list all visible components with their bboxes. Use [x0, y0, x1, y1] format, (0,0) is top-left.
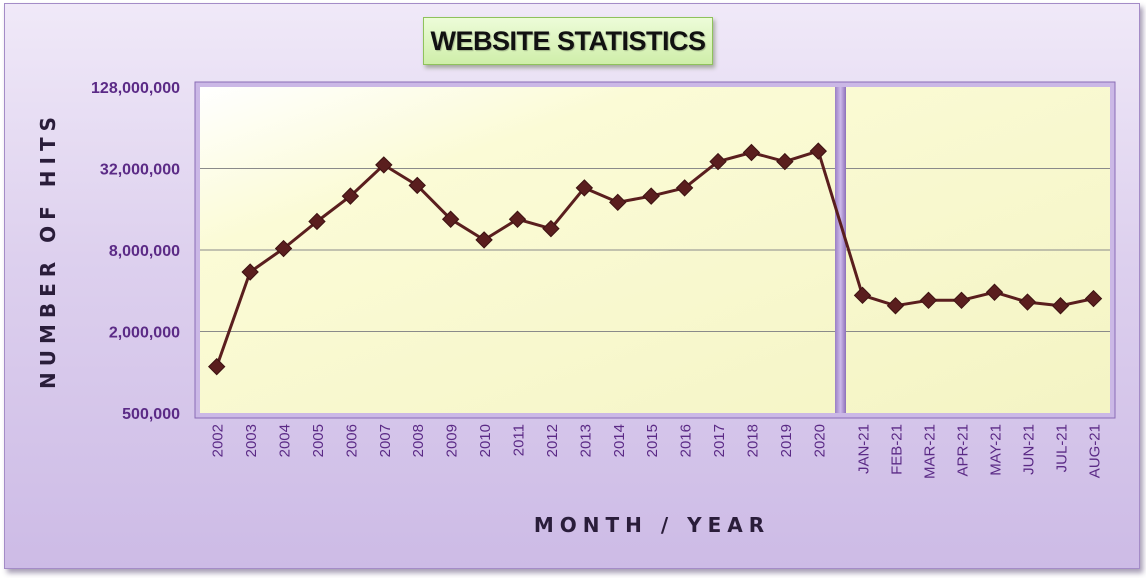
- data-point: [441, 210, 460, 228]
- x-tick-label: APR-21: [955, 424, 972, 477]
- data-point: [274, 239, 293, 258]
- data-point: [809, 142, 827, 160]
- y-tick-label: 128,000,000: [91, 80, 180, 97]
- x-tick-label: 2017: [711, 424, 728, 457]
- y-axis-title: NUMBER OF HITS: [36, 111, 60, 389]
- chart-title: WEBSITE STATISTICS: [430, 25, 706, 56]
- x-tick-label: JUN-21: [1021, 424, 1038, 475]
- data-point: [408, 176, 426, 195]
- grid-lines: [200, 168, 1110, 332]
- x-tick-label: MAR-21: [922, 424, 939, 479]
- data-point: [886, 297, 905, 315]
- x-tick-label: 2003: [243, 424, 260, 457]
- x-tick-label: 2011: [511, 424, 528, 456]
- data-point: [308, 212, 326, 231]
- y-tick-label: 500,000: [122, 406, 180, 423]
- period-divider: [835, 87, 846, 413]
- x-tick-label: 2006: [343, 424, 360, 457]
- data-point: [508, 210, 527, 228]
- y-tick-label: 2,000,000: [109, 325, 180, 342]
- y-axis-ticks: 500,000 2,000,000 8,000,000 32,000,000 128,0…: [91, 80, 180, 423]
- data-point: [742, 143, 761, 162]
- x-tick-label: 2018: [744, 424, 761, 457]
- data-point: [642, 187, 660, 205]
- x-tick-label: JAN-21: [856, 424, 873, 474]
- x-tick-label: 2010: [477, 424, 494, 457]
- x-tick-label: 2012: [544, 424, 561, 457]
- data-point: [1084, 289, 1103, 308]
- series-markers: [208, 142, 1103, 376]
- data-point: [375, 156, 393, 174]
- x-tick-label: FEB-21: [889, 424, 906, 475]
- x-tick-label: JUL-21: [1054, 424, 1071, 472]
- data-point: [1018, 293, 1037, 311]
- data-point: [475, 231, 493, 249]
- y-tick-label: 8,000,000: [109, 243, 180, 260]
- x-tick-label: 2002: [210, 424, 227, 457]
- data-point: [985, 283, 1004, 301]
- data-point: [853, 286, 872, 305]
- data-point: [709, 152, 727, 171]
- x-tick-label: 2005: [310, 424, 327, 457]
- data-point: [609, 193, 627, 212]
- data-point: [208, 357, 226, 376]
- data-point: [675, 179, 694, 197]
- x-tick-label: 2014: [611, 424, 628, 457]
- data-point: [919, 291, 938, 310]
- x-tick-label: AUG-21: [1087, 424, 1104, 478]
- data-point: [1051, 297, 1070, 315]
- x-tick-label: 2020: [811, 424, 828, 457]
- x-tick-label: 2008: [410, 424, 427, 457]
- x-tick-label: MAY-21: [988, 424, 1005, 476]
- data-point: [575, 179, 594, 197]
- x-tick-label: 2019: [778, 424, 795, 457]
- x-axis-ticks: 2002 2003 2004 2005 2006 2007 2008 2009 2010 2011…: [210, 424, 1104, 479]
- data-point: [241, 263, 259, 281]
- x-tick-label: 2004: [277, 424, 294, 457]
- x-tick-label: 2013: [577, 424, 594, 457]
- data-point: [542, 219, 560, 238]
- data-point: [341, 187, 360, 205]
- y-tick-label: 32,000,000: [100, 162, 180, 179]
- data-point: [952, 291, 971, 310]
- x-tick-label: 2007: [377, 424, 394, 457]
- x-tick-label: 2016: [678, 424, 695, 457]
- x-tick-label: 2009: [444, 424, 461, 457]
- x-axis-title: MONTH / YEAR: [534, 513, 770, 537]
- x-tick-label: 2015: [644, 424, 661, 457]
- chart-title-box: WEBSITE STATISTICS: [423, 17, 713, 65]
- data-point: [776, 152, 794, 171]
